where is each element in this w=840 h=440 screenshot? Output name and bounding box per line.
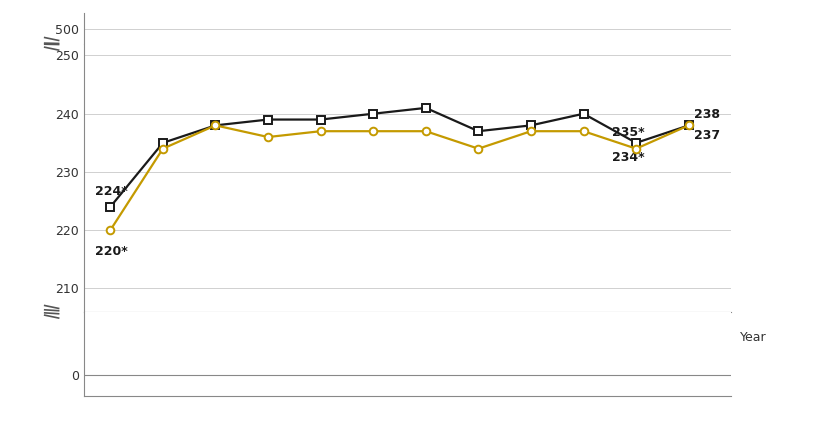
- Text: 220*: 220*: [95, 245, 128, 258]
- Text: 235*: 235*: [612, 126, 645, 139]
- X-axis label: Year: Year: [740, 330, 767, 344]
- Text: 237: 237: [694, 129, 720, 143]
- Text: 224*: 224*: [95, 185, 128, 198]
- Text: 238: 238: [694, 108, 720, 121]
- Text: 234*: 234*: [612, 151, 645, 165]
